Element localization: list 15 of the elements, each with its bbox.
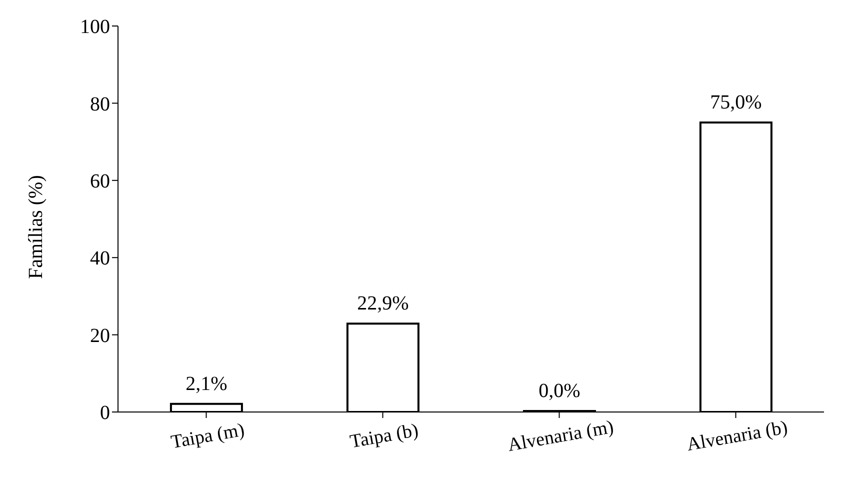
data-label: 75,0% [710, 92, 762, 114]
data-label: 22,9% [357, 292, 409, 315]
y-tick-label: 80 [90, 93, 110, 116]
x-tick-label: Taipa (m) [169, 420, 246, 454]
data-label: 0,0% [538, 380, 580, 402]
y-tick-label: 0 [100, 402, 110, 424]
y-tick-label: 60 [90, 170, 110, 192]
x-tick-label: Alvenaria (b) [685, 417, 790, 456]
y-tick-label: 20 [90, 324, 110, 347]
x-tick-label: Taipa (b) [348, 420, 420, 453]
y-tick-label: 40 [90, 248, 110, 270]
data-label: 2,1% [186, 372, 228, 395]
y-tick-label: 100 [80, 16, 110, 38]
y-axis-title: Famílias (%) [25, 175, 48, 279]
x-tick-label: Alvenaria (m) [506, 416, 616, 456]
